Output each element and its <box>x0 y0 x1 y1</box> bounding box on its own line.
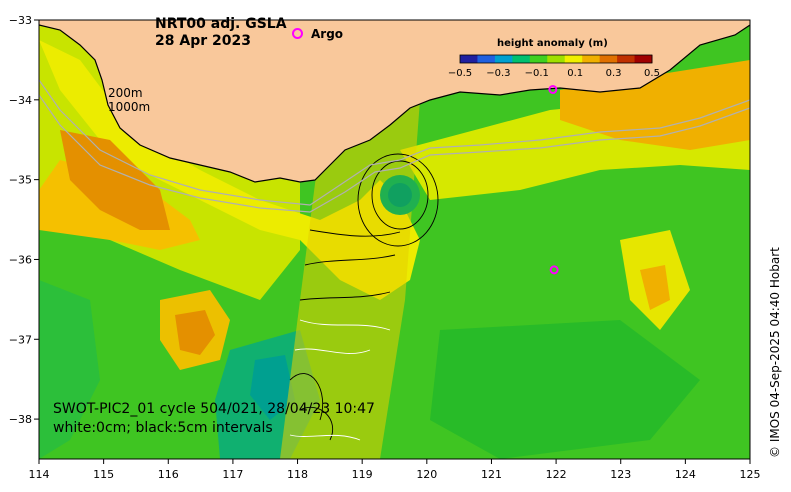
colorbar-swatch <box>494 55 513 63</box>
colorbar-swatch <box>582 55 601 63</box>
anomaly-south-central <box>430 320 700 459</box>
x-tick-label: 116 <box>158 468 179 481</box>
swot-contours-black <box>289 153 439 441</box>
swot-pass-line: SWOT-PIC2_01 cycle 504/021, 28/04/23 10:… <box>53 401 375 417</box>
colorbar-tick-label: −0.1 <box>525 68 549 79</box>
colorbar: −0.5 −0.3 −0.1 0.1 0.3 0.5 <box>448 54 660 79</box>
x-tick-label: 117 <box>222 468 243 481</box>
x-tick-label: 123 <box>610 468 631 481</box>
y-tick-label: −33 <box>9 14 32 27</box>
y-tick-label: −34 <box>9 94 32 107</box>
colorbar-tick-label: 0.1 <box>567 68 583 79</box>
colorbar-title: height anomaly (m) <box>497 38 608 49</box>
colorbar-swatch <box>460 55 478 63</box>
y-tick-label: −37 <box>9 333 32 346</box>
anomaly-peak-west <box>60 130 170 230</box>
x-tick-label: 119 <box>352 468 373 481</box>
x-tick-label: 122 <box>546 468 567 481</box>
depth-label-200m: 200m <box>108 86 143 100</box>
y-tick-label: −36 <box>9 253 32 266</box>
isobath-200m <box>39 79 750 206</box>
anomaly-eddy-core <box>175 310 215 355</box>
argo-legend-label: Argo <box>311 27 344 41</box>
colorbar-swatch <box>512 55 531 63</box>
depth-contour-labels: 200m 1000m <box>108 86 150 114</box>
swot-contours-white <box>289 319 391 441</box>
argo-float-marker <box>549 265 559 275</box>
colorbar-tick-label: −0.3 <box>486 68 510 79</box>
map-date: 28 Apr 2023 <box>155 33 251 49</box>
product-name: NRT00 adj. GSLA <box>155 16 287 32</box>
anomaly-southwest <box>39 280 100 459</box>
argo-floats <box>548 84 559 275</box>
argo-legend: Argo <box>292 27 343 41</box>
colorbar-swatch <box>477 55 496 63</box>
x-tick-label: 125 <box>740 468 761 481</box>
swot-eddy-core <box>388 183 412 207</box>
sea-level-field <box>39 20 750 459</box>
colorbar-frame <box>459 54 653 64</box>
colorbar-tick-label: 0.5 <box>644 68 660 79</box>
colorbar-swatch <box>634 55 653 63</box>
y-tick-label: −38 <box>9 413 32 426</box>
anomaly-eddy-east-core <box>640 265 670 310</box>
argo-marker-icon <box>292 28 303 39</box>
colorbar-swatch <box>529 55 548 63</box>
depth-label-1000m: 1000m <box>108 100 151 114</box>
x-tick-label: 121 <box>481 468 502 481</box>
plot-frame <box>38 19 751 460</box>
map-title: NRT00 adj. GSLA 28 Apr 2023 <box>155 16 287 50</box>
credit-text: © IMOS 04-Sep-2025 04:40 Hobart <box>768 247 782 458</box>
y-tick-label: −35 <box>9 174 32 187</box>
x-tick-label: 114 <box>29 468 50 481</box>
y-axis: −33 −34 −35 −36 −37 −38 <box>9 14 39 426</box>
swot-info: SWOT-PIC2_01 cycle 504/021, 28/04/23 10:… <box>53 400 375 438</box>
colorbar-swatch <box>599 55 618 63</box>
x-tick-label: 120 <box>416 468 437 481</box>
colorbar-swatch <box>564 55 583 63</box>
coastline <box>39 24 750 183</box>
colorbar-tick-label: 0.3 <box>606 68 622 79</box>
isobath-1000m <box>39 94 750 213</box>
swot-contour-note: white:0cm; black:5cm intervals <box>53 420 273 436</box>
x-tick-label: 124 <box>675 468 696 481</box>
x-tick-label: 115 <box>93 468 114 481</box>
colorbar-tick-label: −0.5 <box>448 68 472 79</box>
colorbar-swatch <box>547 55 566 63</box>
anomaly-trough-core <box>250 355 295 420</box>
argo-float-marker <box>548 84 558 94</box>
x-axis: 114 115 116 117 118 119 120 121 122 123 124 125 <box>29 459 761 481</box>
colorbar-swatch <box>617 55 636 63</box>
x-tick-label: 118 <box>287 468 308 481</box>
